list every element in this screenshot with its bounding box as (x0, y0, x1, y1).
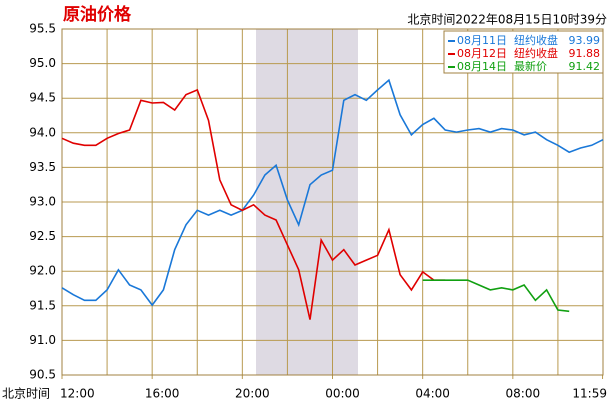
x-tick-label: 00:00 (325, 387, 360, 401)
y-tick-label: 92.5 (29, 229, 56, 243)
legend-value: 91.88 (569, 47, 601, 60)
legend-value: 93.99 (569, 34, 601, 47)
y-tick-label: 95.0 (29, 56, 56, 70)
plot-frame (61, 28, 604, 376)
price-line (422, 279, 570, 313)
price-line (61, 88, 446, 320)
x-tick-label: 04:00 (415, 387, 450, 401)
legend-label: 最新价 (514, 59, 547, 73)
y-tick-label: 93.0 (29, 195, 56, 209)
legend-label: 纽约收盘 (514, 46, 558, 60)
y-tick-label: 90.5 (29, 368, 56, 382)
x-axis-label: 北京时间 (2, 387, 50, 401)
legend-box (443, 30, 604, 74)
legend-value: 91.42 (569, 60, 601, 73)
x-tick-label: 16:00 (145, 387, 180, 401)
legend-name: 08月14日 (457, 60, 507, 73)
chart-subtitle: 北京时间2022年08月15日10时39分 (407, 13, 607, 27)
y-tick-label: 93.5 (29, 160, 56, 174)
legend-label: 纽约收盘 (514, 33, 558, 47)
y-tick-label: 94.5 (29, 91, 56, 105)
x-tick-label: 08:00 (506, 387, 541, 401)
y-tick-label: 92.0 (29, 264, 56, 278)
price-line (61, 78, 604, 307)
x-tick-label: 11:59 (572, 387, 607, 401)
chart-title: 原油价格 (63, 4, 132, 25)
y-tick-label: 91.5 (29, 298, 56, 312)
x-tick-label: 12:00 (60, 387, 95, 401)
legend-name: 08月11日 (457, 34, 507, 47)
y-tick-label: 95.5 (29, 22, 56, 36)
legend-name: 08月12日 (457, 47, 507, 60)
x-tick-label: 20:00 (235, 387, 270, 401)
y-tick-label: 94.0 (29, 125, 56, 139)
y-tick-label: 91.0 (29, 333, 56, 347)
